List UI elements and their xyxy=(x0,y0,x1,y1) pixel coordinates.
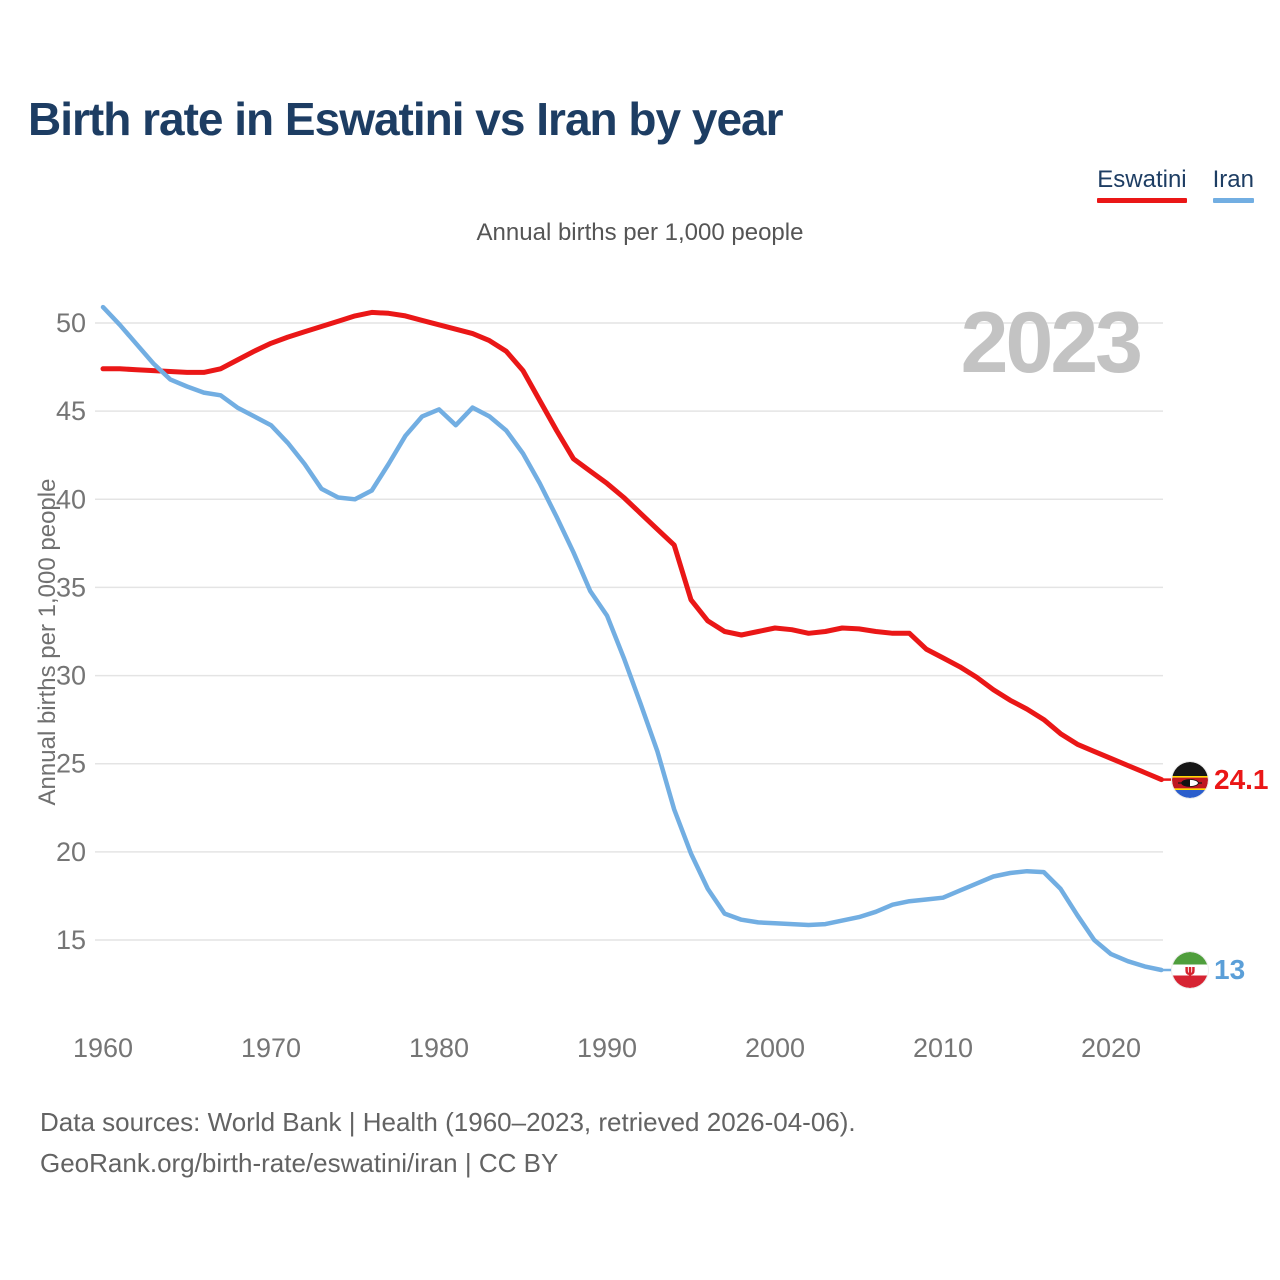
y-tick-label-15: 15 xyxy=(56,925,86,955)
end-value-iran: 13 xyxy=(1214,953,1246,985)
end-value-eswatini: 24.1 xyxy=(1214,763,1269,795)
eswatini-flag-icon xyxy=(1172,761,1208,798)
series-line-eswatini xyxy=(100,309,1164,783)
y-tick-label-35: 35 xyxy=(56,572,86,602)
x-tick-label-1970: 1970 xyxy=(241,1033,301,1063)
y-tick-label-50: 50 xyxy=(56,308,86,338)
x-tick-label-1980: 1980 xyxy=(409,1033,469,1063)
y-tick-label-40: 40 xyxy=(56,484,86,514)
legend-label-iran: Iran xyxy=(1212,166,1254,193)
end-label-iran: ψ 13 xyxy=(1172,951,1246,988)
iran-flag-icon: ψ xyxy=(1172,951,1208,988)
y-tick-label-45: 45 xyxy=(56,396,86,426)
footer: Data sources: World Bank | Health (1960–… xyxy=(40,1102,856,1184)
x-tick-label-2000: 2000 xyxy=(745,1033,805,1063)
legend-swatch-eswatini xyxy=(1097,198,1187,203)
x-tick-label-2010: 2010 xyxy=(913,1033,973,1063)
series-line-iran xyxy=(100,304,1164,973)
legend-item-iran[interactable]: Iran xyxy=(1212,166,1254,203)
page-title: Birth rate in Eswatini vs Iran by year xyxy=(28,93,784,145)
legend: Eswatini Iran xyxy=(1097,166,1254,203)
x-tick-label-2020: 2020 xyxy=(1081,1033,1141,1063)
legend-label-eswatini: Eswatini xyxy=(1097,166,1187,193)
chart-subtitle: Annual births per 1,000 people xyxy=(476,219,804,246)
y-tick-label-20: 20 xyxy=(56,837,86,867)
year-watermark: 2023 xyxy=(961,295,1140,391)
x-tick-label-1990: 1990 xyxy=(577,1033,637,1063)
x-tick-label-1960: 1960 xyxy=(73,1033,133,1063)
end-label-eswatini: 24.1 xyxy=(1172,761,1269,798)
legend-swatch-iran xyxy=(1212,198,1254,203)
y-tick-label-30: 30 xyxy=(56,661,86,691)
footer-sources: Data sources: World Bank | Health (1960–… xyxy=(40,1107,856,1137)
svg-text:ψ: ψ xyxy=(1184,963,1195,979)
y-tick-label-25: 25 xyxy=(56,749,86,779)
footer-attribution: GeoRank.org/birth-rate/eswatini/iran | C… xyxy=(40,1148,559,1178)
legend-item-eswatini[interactable]: Eswatini xyxy=(1097,166,1187,203)
